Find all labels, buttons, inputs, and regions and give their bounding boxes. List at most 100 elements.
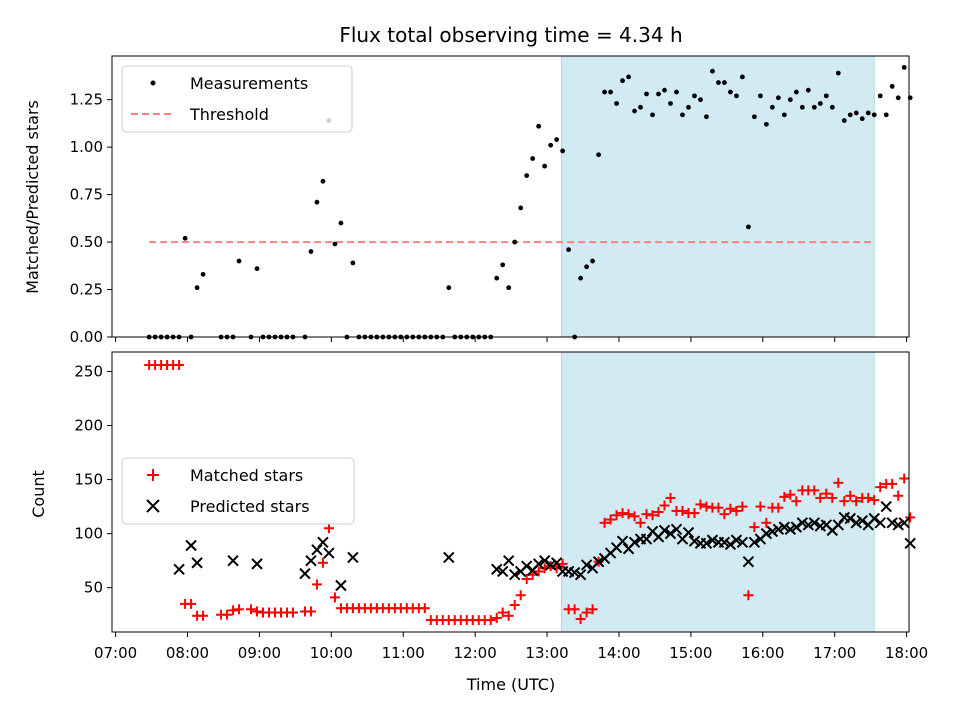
- matched-star-point: [491, 612, 502, 623]
- y-tick-label: 50: [84, 579, 103, 597]
- y-tick-label: 1.00: [70, 138, 103, 156]
- matched-star-point: [791, 496, 802, 507]
- predicted-stars-points: [173, 500, 916, 592]
- predicted-star-point: [856, 514, 868, 527]
- matched-star-point: [653, 507, 664, 517]
- predicted-star-point: [796, 517, 809, 529]
- predicted-star-point: [706, 534, 719, 546]
- measurement-point: [644, 91, 649, 97]
- x-tick-label: 16:00: [741, 644, 784, 662]
- matched-star-point: [809, 485, 820, 496]
- measurement-point: [817, 101, 823, 106]
- matched-star-point: [713, 502, 724, 513]
- measurement-point: [578, 275, 584, 281]
- top-plot-frame: [111, 55, 910, 338]
- legend-threshold-label: Threshold: [189, 105, 269, 124]
- predicted-star-point: [251, 558, 263, 570]
- predicted-star-point: [778, 521, 791, 533]
- observing-window-region: [560, 55, 875, 338]
- matched-star-point: [222, 609, 233, 620]
- matched-star-point: [815, 492, 826, 503]
- bottom-x-ticks: 07:00 08:00 09:00 10:00 11:00 12:00 13:00 14:00…: [94, 632, 928, 662]
- top-y-axis-label: Matched/Predicted stars: [23, 100, 42, 294]
- measurement-point: [769, 104, 775, 110]
- matched-star-point: [869, 495, 880, 506]
- bottom-observing-window-shade: [560, 351, 875, 633]
- predicted-star-point: [497, 565, 509, 578]
- matched-star-point: [899, 473, 910, 484]
- matched-star-point: [521, 574, 532, 585]
- matched-star-point: [851, 496, 862, 507]
- matched-star-point: [485, 615, 496, 626]
- x-tick-label: 15:00: [669, 644, 712, 662]
- measurement-point: [524, 173, 530, 179]
- top-legend-box: [121, 65, 353, 133]
- matched-star-point: [893, 490, 904, 501]
- measurement-point: [596, 152, 601, 158]
- measurement-point: [698, 97, 703, 103]
- predicted-star-point: [491, 563, 503, 576]
- matched-star-point: [887, 478, 898, 489]
- matched-star-point: [905, 512, 916, 523]
- matched-star-point: [677, 505, 688, 516]
- legend-predicted-marker: [146, 499, 160, 513]
- predicted-star-point: [658, 524, 671, 537]
- measurement-point: [614, 101, 619, 106]
- matched-star-point: [323, 523, 334, 534]
- matched-star-point: [611, 510, 622, 521]
- measurement-point: [871, 112, 877, 118]
- predicted-star-point: [311, 544, 323, 556]
- x-tick-label: 18:00: [885, 644, 928, 662]
- predicted-star-point: [700, 537, 713, 550]
- measurement-point: [728, 89, 733, 95]
- measurement-point: [638, 104, 643, 110]
- top-legend: Measurements Threshold: [121, 65, 353, 133]
- predicted-star-point: [808, 517, 821, 529]
- predicted-star-point: [850, 517, 862, 529]
- measurement-point: [518, 205, 524, 211]
- predicted-star-point: [574, 568, 587, 581]
- top-y-ticks: 0.00 0.25 0.50 0.75 1.00 1.25: [70, 91, 112, 346]
- matched-star-point: [695, 499, 706, 510]
- measurement-point: [895, 95, 901, 101]
- measurement-point: [901, 64, 907, 70]
- matched-star-point: [174, 359, 185, 370]
- predicted-star-point: [718, 536, 731, 548]
- bottom-legend-box: [121, 457, 355, 525]
- matched-star-point: [863, 492, 874, 503]
- predicted-star-point: [790, 521, 803, 533]
- predicted-star-point: [886, 517, 898, 529]
- measurement-point: [847, 112, 853, 118]
- x-tick-label: 10:00: [310, 644, 353, 662]
- y-tick-label: 100: [74, 525, 103, 543]
- matched-star-point: [234, 604, 245, 615]
- x-axis-label: Time (UTC): [466, 675, 555, 694]
- measurement-point: [182, 235, 188, 241]
- legend-matched-label: Matched stars: [190, 466, 303, 485]
- matched-star-point: [755, 501, 766, 512]
- predicted-star-point: [592, 556, 605, 568]
- predicted-star-point: [323, 547, 335, 559]
- matched-star-point: [419, 603, 430, 614]
- measurement-point: [566, 247, 572, 253]
- measurement-point: [608, 89, 613, 95]
- predicted-star-point: [335, 579, 347, 592]
- matched-star-point: [743, 590, 754, 601]
- predicted-star-point: [538, 554, 551, 567]
- predicted-star-point: [443, 551, 455, 564]
- matched-star-point: [689, 508, 700, 519]
- x-tick-label: 11:00: [382, 644, 425, 662]
- x-tick-label: 17:00: [813, 644, 856, 662]
- measurement-point: [757, 93, 763, 99]
- predicted-star-point: [568, 566, 581, 579]
- matched-star-point: [533, 566, 544, 577]
- measurement-point: [781, 112, 787, 118]
- bottom-y-axis-label: Count: [29, 470, 48, 518]
- matched-star-point: [587, 604, 598, 615]
- measurement-point: [494, 275, 500, 281]
- legend-matched-marker: [147, 469, 159, 481]
- measurement-point: [236, 258, 242, 264]
- predicted-star-point: [688, 535, 701, 547]
- matched-star-point: [821, 488, 832, 499]
- predicted-star-point: [730, 534, 743, 546]
